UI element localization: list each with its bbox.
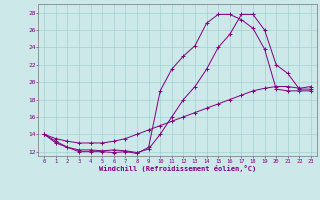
X-axis label: Windchill (Refroidissement éolien,°C): Windchill (Refroidissement éolien,°C): [99, 165, 256, 172]
